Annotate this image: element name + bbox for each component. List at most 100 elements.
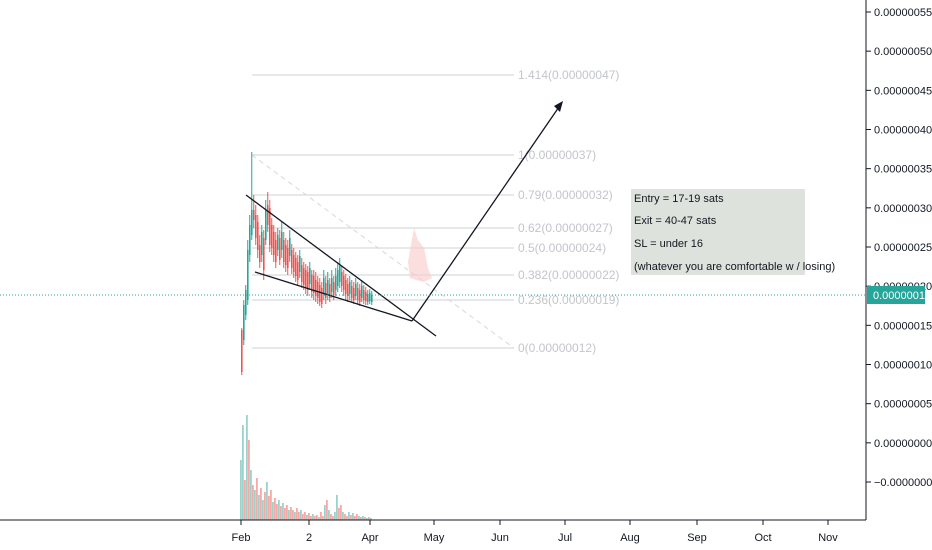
volume-bar [248,440,250,520]
volume-bars [240,415,372,520]
candle-body [367,294,369,302]
x-tick-label: Sep [687,532,707,544]
x-tick-label: Jun [491,532,509,544]
volume-bar [292,510,294,520]
target-arrow-line[interactable] [411,103,562,322]
volume-bar [298,512,300,520]
volume-bar [286,505,288,520]
volume-bar [360,517,362,520]
candle-body [309,268,311,284]
target-arrow-head [554,101,563,112]
volume-bar [284,508,286,520]
volume-bar [244,480,246,520]
y-tick-label: 0.00000005 [874,399,932,411]
candle-body [287,248,289,268]
volume-bar [318,517,320,520]
volume-bar [330,514,332,520]
volume-bar [256,478,258,520]
volume-bar [250,470,252,520]
volume-bar [252,485,254,520]
volume-bar [310,516,312,520]
volume-bar [342,512,344,520]
volume-bar [346,516,348,520]
candle-body [267,205,269,225]
volume-bar [312,514,314,520]
candle-body [285,245,287,265]
projection-ghost [408,228,432,282]
volume-bar [344,514,346,520]
volume-bar [368,517,370,520]
y-tick-label: 0.00000050 [874,46,932,58]
volume-bar [350,515,352,520]
candle-body [281,232,283,250]
candle-body [329,284,331,298]
fib-level-label: 0.79(0.00000032) [518,188,613,202]
candle-body [247,250,249,300]
volume-bar [270,490,272,520]
candle-body [249,225,251,255]
candle-body [297,262,299,280]
candle-body [277,235,279,250]
fib-level-label: 0.236(0.00000019) [518,293,619,307]
candle-body [355,284,357,296]
x-tick-label: Feb [232,532,251,544]
drawings[interactable] [245,101,563,337]
volume-bar [354,516,356,520]
candle-body [359,290,361,302]
x-axis-ticks[interactable]: Feb 2 Apr May Jun Jul Aug Sep Oct Nov [232,520,839,544]
volume-bar [296,508,298,520]
volume-bar [338,508,340,520]
volume-bar [316,515,318,520]
volume-bar [268,496,270,520]
volume-bar [320,512,322,520]
candle-body [341,272,343,286]
candle-body [273,232,275,255]
price-tag-bg [867,286,925,304]
candle-body [243,305,245,340]
candle-body [313,276,315,293]
candle-body [347,284,349,296]
volume-bar [300,510,302,520]
volume-bar [240,460,242,520]
wedge-lower-line[interactable] [254,271,413,322]
candle-body [253,210,255,220]
x-tick-label: 2 [306,532,312,544]
candle-body [343,276,345,290]
volume-bar [258,495,260,520]
volume-bar [306,515,308,520]
volume-bar [274,498,276,520]
volume-bar [272,502,274,520]
candle-body [331,278,333,292]
volume-bar [280,506,282,520]
candle-body [299,256,301,272]
fib-level-label: 0.382(0.00000022) [518,268,619,282]
volume-bar [260,488,262,520]
y-tick-label: 0.00000015 [874,320,932,332]
candle-body [269,208,271,245]
candle-body [327,280,329,295]
candle-body [291,250,293,268]
candle-body [289,238,291,256]
y-axis-ticks[interactable]: 0.00000055 0.00000050 0.00000045 0.00000040… [866,7,932,489]
volume-bar [304,512,306,520]
trade-note[interactable]: Entry = 17-19 sats Exit = 40-47 sats SL … [631,189,835,275]
fib-level-label: 1(0.00000037) [518,148,596,162]
candle-body [353,288,355,300]
candle-body [275,240,277,262]
current-price-tag: 0.00000019 [867,286,931,304]
volume-bar [336,495,338,520]
volume-bar [242,425,244,520]
candle-body [283,240,285,262]
candle-body [303,268,305,285]
volume-bar [328,510,330,520]
fib-retracement[interactable]: 1.414(0.00000047) 1(0.00000037) 0.79(0.000… [251,68,619,355]
x-tick-label: Nov [818,532,838,544]
fib-level-label: 1.414(0.00000047) [518,68,619,82]
volume-bar [352,513,354,520]
volume-bar [366,518,368,520]
volume-bar [348,512,350,520]
wedge-upper-line[interactable] [245,194,437,337]
candle-body [295,258,297,276]
candle-body [263,238,265,270]
